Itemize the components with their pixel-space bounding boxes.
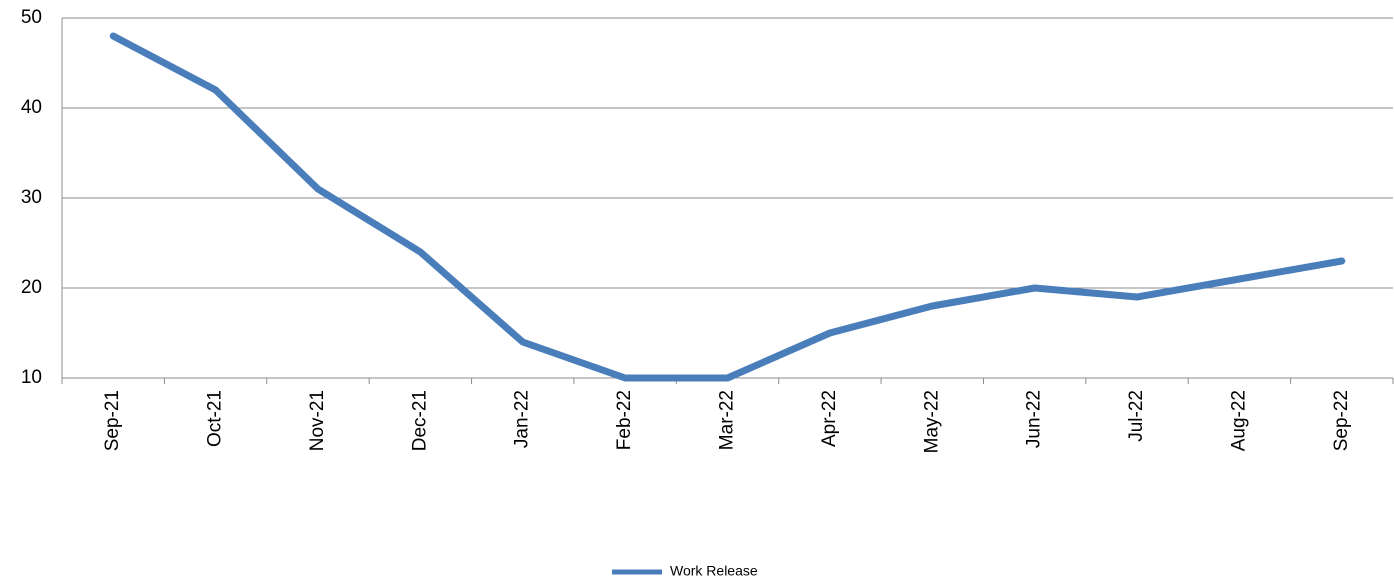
- x-tick-label: Jul-22: [1126, 390, 1147, 442]
- data-line: [109, 32, 1346, 382]
- x-tick-label: Jan-22: [512, 390, 533, 448]
- x-tick-label: Nov-21: [307, 390, 328, 451]
- y-tick-label: 40: [21, 97, 42, 118]
- x-tick-label: Feb-22: [614, 390, 635, 450]
- y-tick-label: 50: [21, 7, 42, 28]
- x-tick-label: Dec-21: [409, 390, 430, 451]
- x-tick-label: Mar-22: [717, 390, 738, 450]
- x-tick-label: Apr-22: [819, 390, 840, 447]
- legend-text: Work Release: [670, 563, 758, 579]
- x-tick-label: May-22: [921, 390, 942, 453]
- y-tick-label: 20: [21, 277, 42, 298]
- x-tick-label: Jun-22: [1024, 390, 1045, 448]
- x-tick-label: Sep-22: [1331, 390, 1352, 451]
- y-tick-label: 30: [21, 187, 42, 208]
- y-tick-label: 10: [21, 367, 42, 388]
- x-tick-label: Oct-21: [205, 390, 226, 447]
- x-tick-label: Aug-22: [1228, 390, 1249, 451]
- x-tick-label: Sep-21: [102, 390, 123, 451]
